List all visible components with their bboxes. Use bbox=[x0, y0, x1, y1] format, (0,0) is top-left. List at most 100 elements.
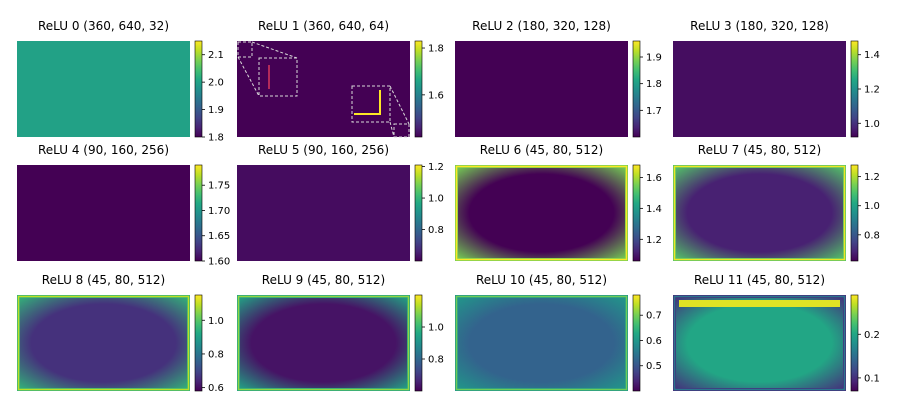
panel-relu-0: ReLU 0 (360, 640, 32) 2.1 2.0 1.9 1.8 bbox=[17, 19, 224, 144]
colorbar-tick-label: 1.2 bbox=[864, 172, 880, 183]
colorbar-tick-label: 1.0 bbox=[428, 194, 444, 205]
colorbar-tick-label: 0.8 bbox=[208, 349, 224, 360]
colorbar-tick-label: 2.1 bbox=[208, 50, 224, 61]
zoom-link bbox=[251, 41, 298, 59]
colorbar bbox=[850, 40, 859, 138]
panel-title: ReLU 8 (45, 80, 512) bbox=[42, 273, 165, 287]
colorbar-tick-label: 1.4 bbox=[864, 50, 880, 61]
colorbar bbox=[194, 164, 203, 262]
heatmap-border-glow bbox=[673, 295, 846, 391]
panel-title: ReLU 11 (45, 80, 512) bbox=[694, 273, 825, 287]
colorbar-tick-label: 1.70 bbox=[208, 206, 230, 217]
colorbar bbox=[414, 164, 423, 262]
zoom-link bbox=[237, 56, 260, 97]
heatmap-border-glow bbox=[455, 295, 628, 391]
zoom-source-bottomright bbox=[393, 123, 410, 138]
colorbar-tick-label: 1.8 bbox=[646, 79, 662, 90]
colorbar-tick-label: 0.6 bbox=[208, 383, 224, 394]
colorbar bbox=[194, 294, 203, 392]
panel-relu-4: ReLU 4 (90, 160, 256) 1.75 1.70 1.65 1.60 bbox=[17, 143, 230, 268]
colorbar-tick-label: 0.2 bbox=[864, 330, 880, 341]
colorbar bbox=[414, 40, 423, 138]
colorbar-tick-label: 1.0 bbox=[428, 323, 444, 334]
colorbar-tick-label: 2.0 bbox=[208, 78, 224, 89]
panel-title: ReLU 9 (45, 80, 512) bbox=[262, 273, 385, 287]
panel-title: ReLU 0 (360, 640, 32) bbox=[38, 19, 169, 33]
colorbar bbox=[194, 40, 203, 138]
colorbar-tick-label: 1.6 bbox=[428, 90, 444, 101]
heatmap-cell bbox=[17, 165, 190, 261]
colorbar-tick-label: 1.0 bbox=[864, 119, 880, 130]
heatmap-border-glow bbox=[455, 165, 628, 261]
heatmap-interior bbox=[240, 298, 407, 388]
panel-relu-5: ReLU 5 (90, 160, 256) 1.2 1.0 0.8 bbox=[237, 143, 444, 262]
heatmap-top-band bbox=[679, 300, 840, 307]
panel-relu-1: ReLU 1 (360, 640, 64) 1.8 1.6 bbox=[237, 19, 444, 138]
colorbar-tick-label: 1.60 bbox=[208, 257, 230, 268]
colorbar bbox=[414, 294, 423, 392]
heatmap-interior bbox=[458, 168, 625, 258]
colorbar-tick-label: 0.1 bbox=[864, 373, 880, 384]
colorbar-tick-label: 0.5 bbox=[646, 361, 662, 372]
heatmap-cell bbox=[237, 165, 410, 261]
colorbar-tick-label: 1.65 bbox=[208, 231, 230, 242]
heatmap-border-glow bbox=[17, 295, 190, 391]
zoom-link bbox=[389, 85, 410, 125]
heatmap-cell bbox=[673, 41, 846, 137]
panel-title: ReLU 4 (90, 160, 256) bbox=[38, 143, 169, 157]
panel-title: ReLU 1 (360, 640, 64) bbox=[258, 19, 389, 33]
heatmap-interior bbox=[20, 298, 187, 388]
panel-relu-11: ReLU 11 (45, 80, 512) 0.2 0.1 bbox=[673, 273, 880, 392]
colorbar bbox=[850, 294, 859, 392]
colorbar-tick-label: 0.8 bbox=[428, 225, 444, 236]
zoom-inset-right bbox=[351, 85, 391, 123]
colorbar-tick-label: 1.6 bbox=[646, 173, 662, 184]
colorbar-tick-label: 0.7 bbox=[646, 311, 662, 322]
panel-relu-2: ReLU 2 (180, 320, 128) 1.9 1.8 1.7 bbox=[455, 19, 662, 138]
colorbar bbox=[632, 164, 641, 262]
colorbar bbox=[850, 164, 859, 262]
heatmap-interior bbox=[676, 298, 843, 388]
colorbar-tick-label: 1.2 bbox=[646, 235, 662, 246]
zoom-link bbox=[389, 121, 395, 138]
panel-title: ReLU 6 (45, 80, 512) bbox=[480, 143, 603, 157]
colorbar-tick-label: 0.8 bbox=[864, 230, 880, 241]
heatmap-interior bbox=[458, 298, 625, 388]
panel-relu-6: ReLU 6 (45, 80, 512) 1.6 1.4 1.2 bbox=[455, 143, 662, 262]
panel-relu-8: ReLU 8 (45, 80, 512) 1.0 0.8 0.6 bbox=[17, 273, 224, 394]
colorbar-tick-label: 1.2 bbox=[428, 162, 444, 173]
panel-relu-3: ReLU 3 (180, 320, 128) 1.4 1.2 1.0 bbox=[673, 19, 880, 138]
panel-title: ReLU 3 (180, 320, 128) bbox=[690, 19, 829, 33]
colorbar-tick-label: 0.8 bbox=[428, 355, 444, 366]
heatmap-cell bbox=[455, 41, 628, 137]
inset-edge-mark bbox=[354, 90, 381, 115]
heatmap-border-glow bbox=[237, 295, 410, 391]
colorbar-tick-label: 1.2 bbox=[864, 85, 880, 96]
colorbar-tick-label: 0.6 bbox=[646, 336, 662, 347]
colorbar-tick-label: 1.7 bbox=[646, 106, 662, 117]
colorbar bbox=[632, 40, 641, 138]
panel-relu-10: ReLU 10 (45, 80, 512) 0.7 0.6 0.5 bbox=[455, 273, 662, 392]
panel-title: ReLU 2 (180, 320, 128) bbox=[472, 19, 611, 33]
zoom-source-topleft bbox=[237, 41, 253, 58]
colorbar-tick-label: 1.0 bbox=[208, 316, 224, 327]
colorbar-tick-label: 1.75 bbox=[208, 181, 230, 192]
zoom-insets bbox=[237, 41, 410, 138]
heatmap-cell bbox=[17, 41, 190, 137]
zoom-inset-left bbox=[258, 57, 298, 97]
panel-title: ReLU 7 (45, 80, 512) bbox=[698, 143, 821, 157]
heatmap-cell bbox=[237, 41, 410, 137]
colorbar bbox=[632, 294, 641, 392]
colorbar-tick-label: 1.4 bbox=[646, 204, 662, 215]
heatmap-interior bbox=[676, 168, 843, 258]
colorbar-tick-label: 1.0 bbox=[864, 201, 880, 212]
panel-title: ReLU 10 (45, 80, 512) bbox=[476, 273, 607, 287]
colorbar-tick-label: 1.8 bbox=[428, 44, 444, 55]
panel-relu-7: ReLU 7 (45, 80, 512) 1.2 1.0 0.8 bbox=[673, 143, 880, 262]
colorbar-tick-label: 1.8 bbox=[208, 133, 224, 144]
heatmap-border-glow bbox=[673, 165, 846, 261]
panel-title: ReLU 5 (90, 160, 256) bbox=[258, 143, 389, 157]
colorbar-tick-label: 1.9 bbox=[646, 53, 662, 64]
